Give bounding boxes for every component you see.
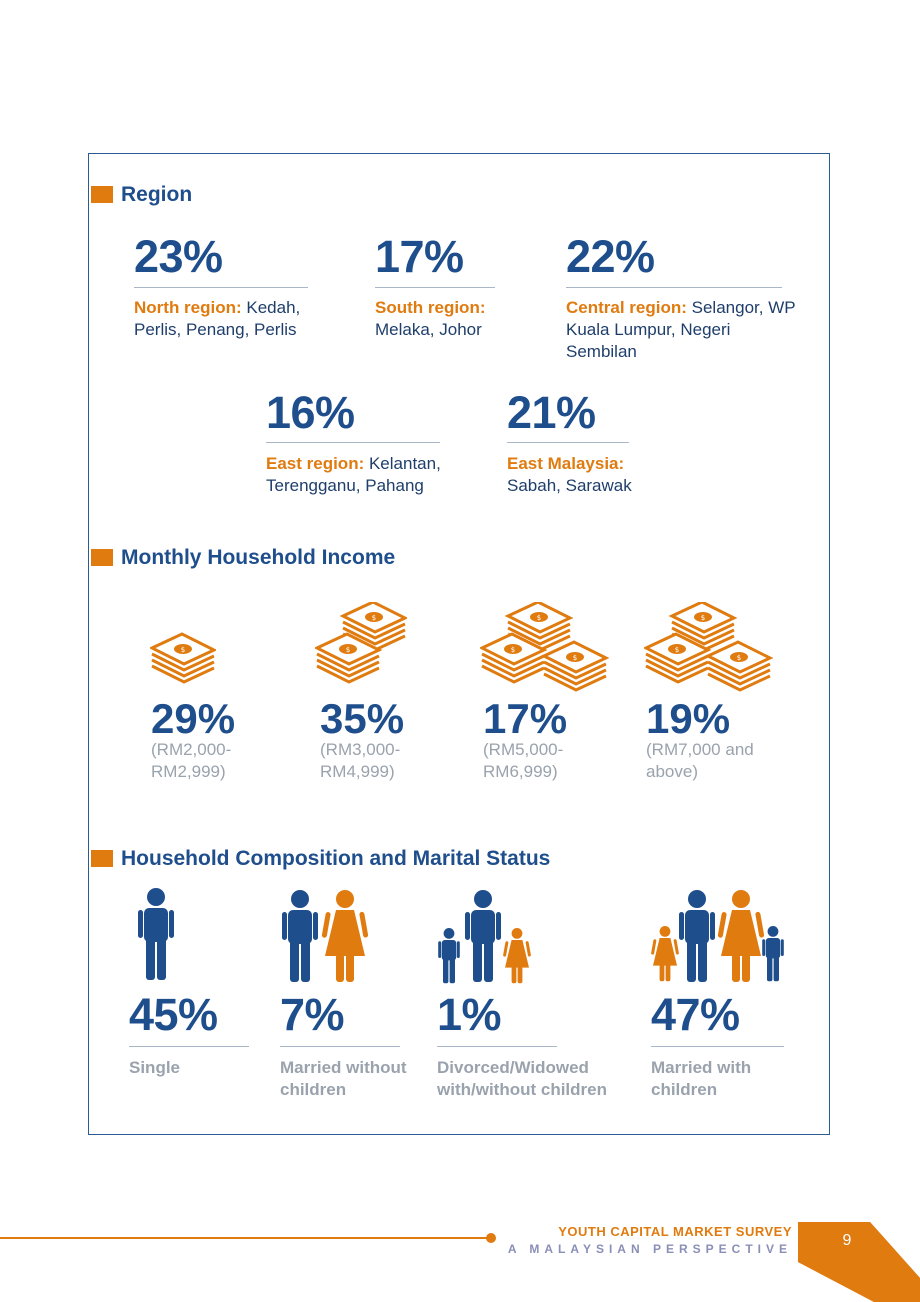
household-pct: 1% (437, 989, 502, 1040)
family-icon (650, 890, 784, 982)
footer-title: YOUTH CAPITAL MARKET SURVEY (558, 1224, 792, 1239)
section-marker (91, 549, 113, 566)
income-pct: 19% (646, 695, 731, 742)
income-range: (RM3,000-RM4,999) (320, 740, 401, 781)
section-marker (91, 186, 113, 203)
region-central-desc: Central region: Selangor, WP Kuala Lumpu… (566, 298, 796, 361)
divider (507, 442, 629, 443)
household-pct: 47% (651, 989, 740, 1040)
income-title: Monthly Household Income (121, 546, 396, 569)
income-pct: 17% (483, 695, 568, 742)
footer-dot (486, 1233, 496, 1243)
footer-subtitle: A MALAYSIAN PERSPECTIVE (507, 1242, 792, 1256)
region-central-pct: 22% (566, 231, 655, 282)
household-label: Married without children (280, 1058, 407, 1099)
page-number: 9 (842, 1232, 852, 1249)
income-pct: 29% (151, 695, 236, 742)
divider (651, 1046, 784, 1047)
household-title: Household Composition and Marital Status (121, 847, 551, 870)
divider (375, 287, 495, 288)
divider (280, 1046, 400, 1047)
content-frame (88, 153, 830, 1135)
household-label: Divorced/Widowed with/without children (437, 1058, 607, 1099)
divider (566, 287, 782, 288)
region-east-desc: East region: Kelantan, Terengganu, Pahan… (266, 454, 441, 495)
single-person-icon (138, 888, 174, 980)
household-pct: 45% (129, 989, 218, 1040)
region-south-pct: 17% (375, 231, 464, 282)
income-pct: 35% (320, 695, 405, 742)
money-stack-icon (150, 632, 216, 684)
household-pct: 7% (280, 989, 345, 1040)
divider (266, 442, 440, 443)
income-range: (RM7,000 and above) (646, 740, 754, 781)
region-north-desc: North region: Kedah, Perlis, Penang, Per… (134, 298, 301, 339)
region-east-pct: 16% (266, 387, 355, 438)
region-north-pct: 23% (134, 231, 223, 282)
divider (129, 1046, 249, 1047)
money-stack-icon (315, 602, 407, 684)
divider (134, 287, 308, 288)
money-stack-icon (480, 602, 608, 692)
income-range: (RM5,000-RM6,999) (483, 740, 564, 781)
region-east-malaysia-pct: 21% (507, 387, 596, 438)
single-parent-icon (438, 890, 532, 984)
section-marker (91, 850, 113, 867)
couple-icon (282, 890, 369, 982)
page-tab (798, 1222, 920, 1302)
footer-line (0, 1237, 492, 1239)
household-label: Married with children (651, 1058, 752, 1099)
money-stack-icon (644, 602, 772, 692)
region-south-desc: South region: Melaka, Johor (375, 298, 486, 339)
region-east-malaysia-desc: East Malaysia: Sabah, Sarawak (507, 454, 632, 495)
region-title: Region (121, 183, 193, 206)
household-label: Single (129, 1058, 181, 1077)
divider (437, 1046, 557, 1047)
income-range: (RM2,000-RM2,999) (151, 740, 232, 781)
